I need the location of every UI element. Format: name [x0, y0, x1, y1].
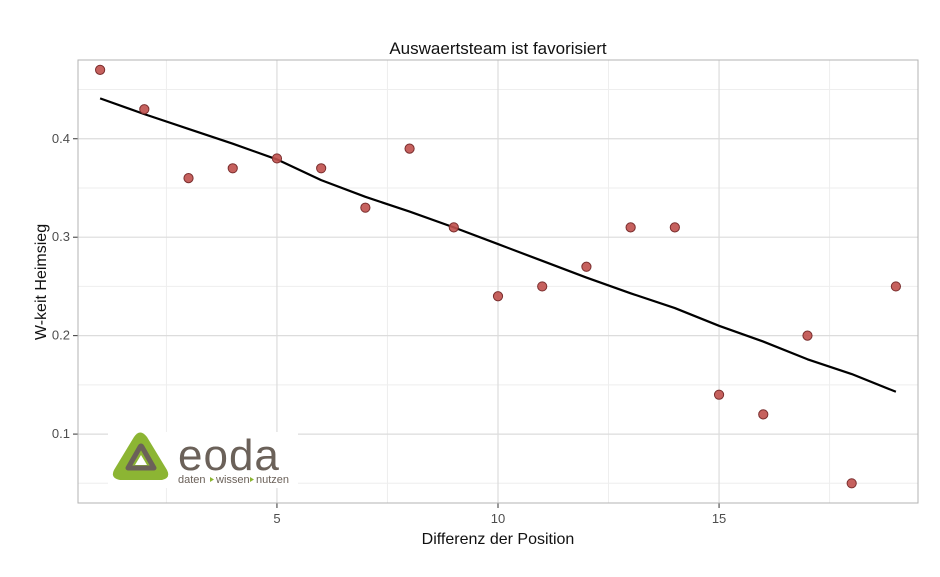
eoda-logo: eoda daten wissen nutzen [108, 431, 298, 488]
data-point [316, 163, 327, 174]
data-point [271, 153, 283, 164]
data-layer [95, 64, 901, 489]
eoda-logo-wordmark: eoda [178, 431, 280, 480]
x-axis-label: Differenz der Position [422, 531, 575, 548]
data-point [758, 409, 769, 420]
grid [78, 60, 918, 503]
tagline-arrow-icon [250, 477, 254, 482]
data-point [802, 330, 813, 341]
x-tick-label: 5 [273, 511, 280, 526]
data-point [183, 173, 194, 184]
axes: 5 10 15 0.1 0.2 0.3 0.4 [52, 59, 919, 526]
y-tick-label: 0.3 [52, 229, 70, 244]
data-point [625, 222, 636, 233]
x-tick-label: 10 [491, 511, 505, 526]
data-point [139, 104, 150, 115]
data-point [669, 222, 680, 233]
y-tick-label: 0.2 [52, 328, 70, 343]
y-tick-label: 0.1 [52, 426, 70, 441]
eoda-logo-mark [112, 432, 169, 480]
chart-title: Auswaertsteam ist favorisiert [389, 39, 607, 58]
logo-tagline-part-3: nutzen [256, 474, 289, 486]
x-tick-label: 15 [712, 511, 726, 526]
logo-tagline-part-1: daten [178, 474, 206, 486]
data-point [581, 261, 592, 272]
data-point [95, 64, 106, 75]
plot-border [77, 59, 919, 504]
data-point [846, 478, 857, 489]
tagline-arrow-icon [210, 477, 214, 482]
y-axis-label: W-keit Heimsieg [33, 224, 50, 340]
data-point [448, 222, 459, 233]
data-point [360, 202, 371, 213]
data-point [713, 389, 725, 400]
data-point [227, 163, 238, 174]
data-point [404, 143, 415, 154]
trend-line [99, 97, 897, 393]
logo-tagline-part-2: wissen [215, 474, 250, 486]
data-point [890, 281, 901, 292]
data-point [537, 281, 548, 292]
data-point [492, 291, 504, 302]
eoda-logo-tagline: daten wissen nutzen [178, 474, 289, 486]
y-tick-label: 0.4 [52, 131, 70, 146]
